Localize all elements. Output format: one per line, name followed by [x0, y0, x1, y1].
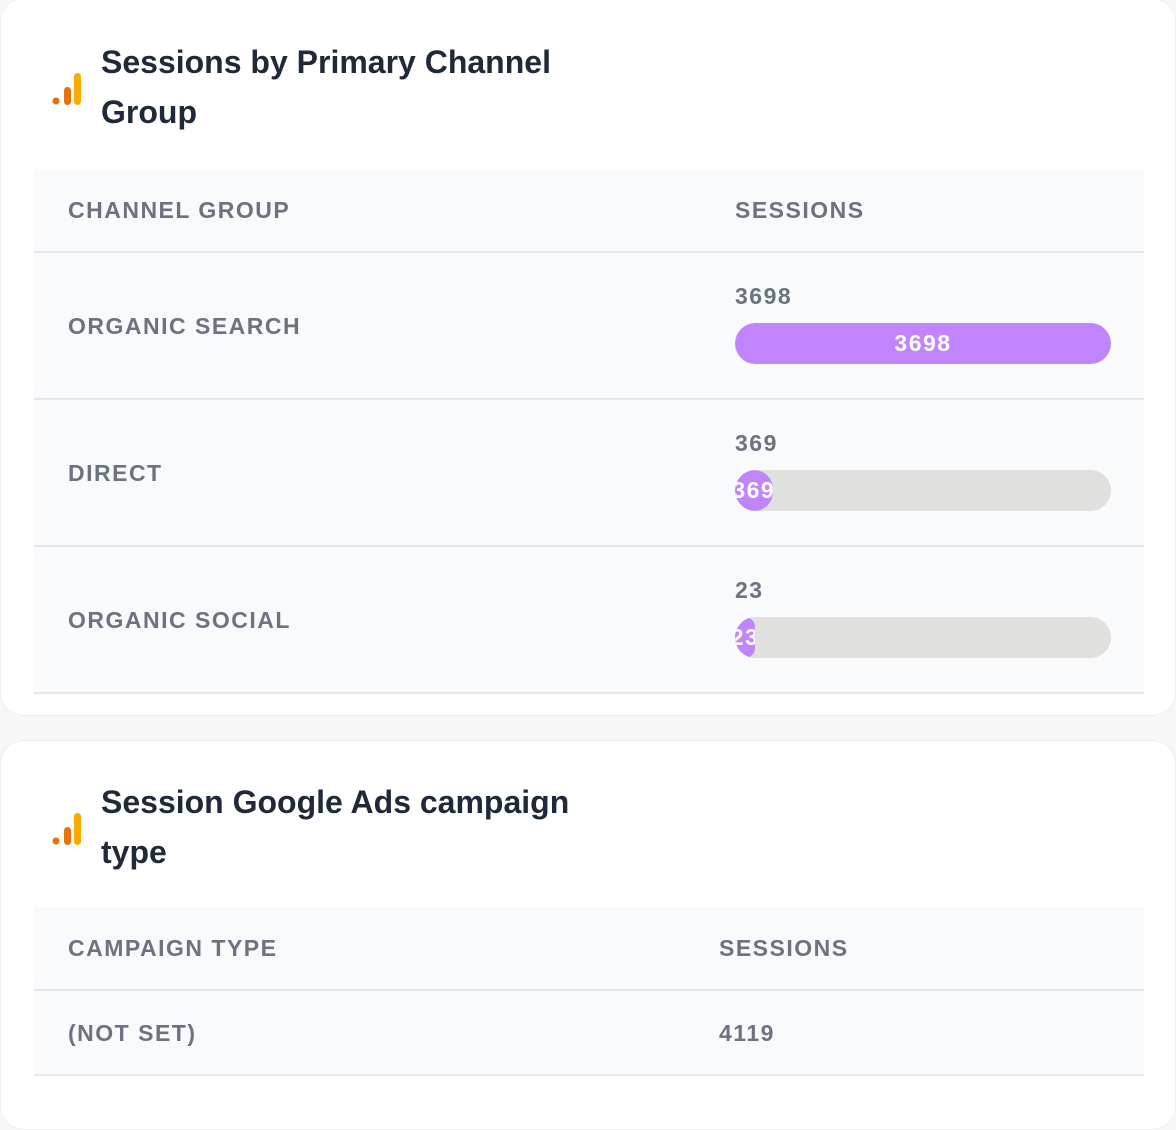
cell-value: 4119 — [719, 1019, 775, 1046]
column-header: CAMPAIGN TYPE — [68, 935, 278, 961]
bar: 23 — [735, 617, 755, 658]
bar: 369 — [735, 470, 773, 511]
bar-track: 3698 — [735, 323, 1111, 364]
bar-label: 3698 — [894, 330, 952, 356]
cell-label: (NOT SET) — [68, 1019, 197, 1046]
analytics-icon — [52, 73, 81, 105]
cell-label: ORGANIC SOCIAL — [68, 606, 291, 633]
bar: 3698 — [735, 323, 1111, 364]
bar-label: 23 — [735, 624, 755, 650]
cell-label: DIRECT — [68, 459, 163, 486]
header-row: CHANNEL GROUP SESSIONS — [34, 169, 1144, 253]
cell-value: 23 — [735, 577, 764, 603]
table-row: ORGANIC SEARCH 3698 3698 — [34, 253, 1144, 400]
bar-track: 369 — [735, 470, 1111, 511]
header-row: CAMPAIGN TYPE SESSIONS — [34, 907, 1144, 991]
card: Session Google Ads campaign type CAMPAIG… — [0, 740, 1176, 1130]
table: CHANNEL GROUP SESSIONS ORGANIC SEARCH 3698 3… — [34, 169, 1144, 694]
card-header: Sessions by Primary Channel Group — [51, 37, 571, 137]
column-header: CHANNEL GROUP — [68, 197, 291, 223]
card-title: Session Google Ads campaign type — [101, 784, 570, 870]
card-header: Session Google Ads campaign type — [51, 777, 571, 877]
cell-value: 369 — [735, 430, 778, 456]
bar-track: 23 — [735, 617, 1111, 658]
cell-label: ORGANIC SEARCH — [68, 312, 302, 339]
card-title: Sessions by Primary Channel Group — [101, 44, 551, 130]
table-row: ORGANIC SOCIAL 23 23 — [34, 547, 1144, 694]
table-row: DIRECT 369 369 — [34, 400, 1144, 547]
bar-label: 369 — [735, 477, 773, 503]
analytics-icon — [52, 813, 81, 845]
table: CAMPAIGN TYPE SESSIONS (NOT SET) 4119 — [34, 907, 1144, 1076]
cell-value: 3698 — [735, 283, 793, 309]
table-row: (NOT SET) 4119 — [34, 991, 1144, 1076]
column-header: SESSIONS — [719, 935, 849, 961]
card: Sessions by Primary Channel Group CHANNE… — [0, 0, 1176, 716]
column-header: SESSIONS — [735, 197, 865, 223]
